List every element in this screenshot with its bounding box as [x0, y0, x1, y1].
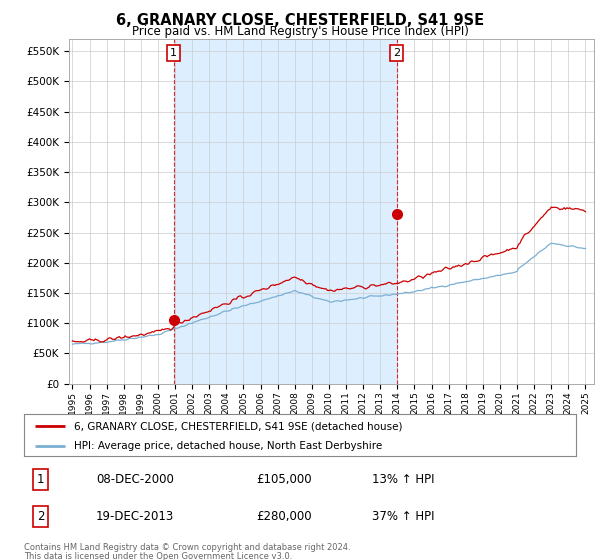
- Text: Price paid vs. HM Land Registry's House Price Index (HPI): Price paid vs. HM Land Registry's House …: [131, 25, 469, 38]
- Text: 6, GRANARY CLOSE, CHESTERFIELD, S41 9SE (detached house): 6, GRANARY CLOSE, CHESTERFIELD, S41 9SE …: [74, 421, 402, 431]
- Text: 6, GRANARY CLOSE, CHESTERFIELD, S41 9SE: 6, GRANARY CLOSE, CHESTERFIELD, S41 9SE: [116, 13, 484, 28]
- Text: £105,000: £105,000: [256, 473, 311, 486]
- Text: 19-DEC-2013: 19-DEC-2013: [96, 510, 174, 523]
- Text: 2: 2: [37, 510, 44, 523]
- Bar: [173, 39, 397, 384]
- Text: 13% ↑ HPI: 13% ↑ HPI: [372, 473, 434, 486]
- Text: £280,000: £280,000: [256, 510, 311, 523]
- Text: 2: 2: [393, 48, 400, 58]
- Text: Contains HM Land Registry data © Crown copyright and database right 2024.: Contains HM Land Registry data © Crown c…: [24, 543, 350, 552]
- Text: 37% ↑ HPI: 37% ↑ HPI: [372, 510, 434, 523]
- Text: HPI: Average price, detached house, North East Derbyshire: HPI: Average price, detached house, Nort…: [74, 441, 382, 451]
- Text: 1: 1: [170, 48, 177, 58]
- Text: 08-DEC-2000: 08-DEC-2000: [96, 473, 173, 486]
- Text: This data is licensed under the Open Government Licence v3.0.: This data is licensed under the Open Gov…: [24, 552, 292, 560]
- Text: 1: 1: [37, 473, 44, 486]
